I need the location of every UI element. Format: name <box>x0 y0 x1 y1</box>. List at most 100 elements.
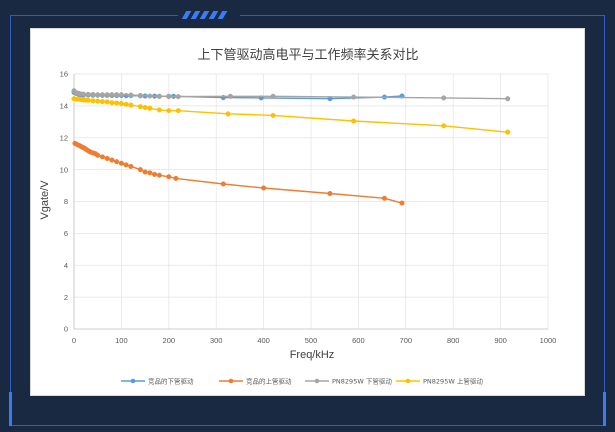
x-axis-title: Freq/kHz <box>290 349 335 361</box>
y-tick-label: 12 <box>60 133 68 142</box>
y-tick-label: 8 <box>64 197 68 206</box>
data-point <box>381 195 388 201</box>
data-point <box>156 107 162 113</box>
data-point <box>147 93 153 99</box>
x-tick-label: 1000 <box>540 336 557 345</box>
data-point <box>128 92 134 98</box>
data-point <box>95 92 101 98</box>
data-point <box>142 169 148 175</box>
series-group <box>71 88 511 206</box>
legend-swatch-marker <box>314 378 320 384</box>
data-point <box>220 181 226 187</box>
data-point <box>137 104 143 110</box>
frame-bottom-left-accent <box>9 392 12 426</box>
axes: 0 2 4 6 8 10 12 14 16 0 100 200 300 400 500 600 700 800 90… <box>60 70 557 345</box>
data-point <box>505 129 511 135</box>
legend-label: PN8295W 上管驱动 <box>423 376 483 385</box>
data-point <box>152 171 158 177</box>
data-point <box>114 92 120 98</box>
data-point <box>225 111 231 117</box>
data-point <box>123 162 129 168</box>
data-point <box>441 95 447 101</box>
data-point <box>261 185 267 191</box>
data-point <box>80 91 87 97</box>
x-tick-label: 700 <box>400 336 413 345</box>
legend-item: PN8295W 下管驱动 <box>305 376 392 385</box>
data-point <box>114 159 120 165</box>
data-point <box>118 100 124 107</box>
x-tick-label: 500 <box>305 336 318 345</box>
data-point <box>118 92 124 98</box>
data-point <box>227 93 233 99</box>
y-tick-label: 16 <box>60 70 68 79</box>
legend: 竞品的下管驱动 竞品的上管驱动 PN8295W 下管驱动 PN8295W 上管驱动 <box>121 376 483 385</box>
data-point <box>137 92 143 99</box>
data-point <box>147 170 153 176</box>
y-tick-label: 4 <box>64 261 68 270</box>
legend-label: PN8295W 下管驱动 <box>332 376 392 385</box>
data-point <box>85 97 91 103</box>
data-point <box>123 101 129 107</box>
frame-top-right-line <box>240 15 605 16</box>
legend-label: 竞品的下管驱动 <box>148 376 194 385</box>
x-tick-label: 900 <box>494 336 507 345</box>
series-3 <box>71 88 511 102</box>
y-tick-label: 6 <box>64 229 68 238</box>
gridlines <box>74 73 549 329</box>
data-point <box>173 175 179 181</box>
data-point <box>99 154 105 160</box>
data-point <box>104 99 110 105</box>
y-axis-title: Vgate/V <box>39 180 51 220</box>
data-point <box>95 152 101 158</box>
legend-swatch-marker <box>130 378 136 384</box>
data-point <box>95 98 101 104</box>
frame-bottom-line <box>10 425 605 426</box>
data-point <box>99 92 105 98</box>
series-2 <box>72 140 405 206</box>
data-point <box>109 157 115 163</box>
data-point <box>114 100 120 106</box>
data-point <box>175 108 181 114</box>
data-point <box>85 91 91 97</box>
y-tick-label: 0 <box>64 325 68 334</box>
x-tick-label: 100 <box>115 336 128 345</box>
legend-item: 竞品的下管驱动 <box>121 376 194 385</box>
legend-item: 竞品的上管驱动 <box>219 376 292 385</box>
data-point <box>90 91 96 97</box>
data-point <box>351 118 357 124</box>
data-point <box>104 155 110 162</box>
legend-swatch-marker <box>405 378 411 384</box>
chart-title: 上下管驱动高电平与工作频率关系对比 <box>197 47 418 63</box>
data-point <box>147 105 153 111</box>
data-point <box>166 94 172 100</box>
data-point <box>270 93 276 99</box>
legend-label: 竞品的上管驱动 <box>246 376 292 385</box>
chart-panel <box>30 28 585 396</box>
data-point <box>137 167 143 173</box>
data-point <box>99 99 105 105</box>
x-tick-label: 400 <box>257 336 270 345</box>
x-tick-label: 800 <box>447 336 460 345</box>
data-point <box>441 123 447 129</box>
frame-left-line <box>10 15 11 425</box>
data-point <box>270 112 276 118</box>
legend-item: PN8295W 上管驱动 <box>396 376 483 385</box>
data-point <box>156 93 162 99</box>
series-4 <box>71 96 511 135</box>
data-point <box>104 92 110 98</box>
x-tick-label: 0 <box>72 336 76 345</box>
data-point <box>90 98 96 104</box>
data-point <box>128 102 134 108</box>
data-point <box>327 190 333 197</box>
x-tick-label: 300 <box>210 336 223 345</box>
data-point <box>175 94 181 100</box>
data-point <box>399 200 405 206</box>
data-point <box>118 160 124 166</box>
y-tick-label: 2 <box>64 293 68 302</box>
data-point <box>166 108 172 114</box>
data-point <box>123 93 129 99</box>
y-tick-label: 14 <box>60 102 68 111</box>
data-point <box>109 92 115 98</box>
frame-bottom-right-accent <box>603 392 606 426</box>
legend-swatch-marker <box>228 378 234 384</box>
